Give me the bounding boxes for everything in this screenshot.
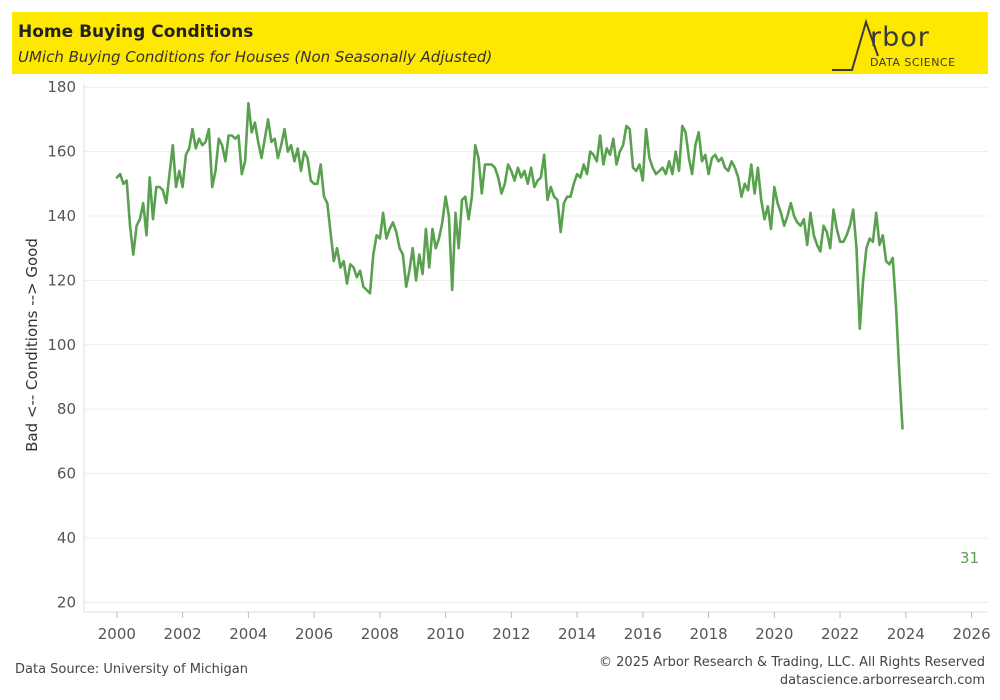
- x-tick-label: 2026: [952, 625, 990, 643]
- x-axis: 2000 2002 2004 2006 2008 2010 2012 2014 2016 2018…: [98, 612, 991, 643]
- x-tick-label: 2004: [229, 625, 267, 643]
- arbor-logo-icon: [832, 18, 879, 71]
- y-tick-label: 60: [57, 465, 76, 483]
- y-tick-label: 140: [47, 207, 76, 225]
- website-link[interactable]: datascience.arborresearch.com: [779, 673, 985, 688]
- footer-credits: © 2025 Arbor Research & Trading, LLC. Al…: [599, 654, 985, 690]
- y-tick-label: 20: [57, 593, 76, 611]
- chart-title: Home Buying Conditions: [18, 22, 254, 42]
- y-axis-label: Bad <-- Conditions --> Good: [23, 238, 41, 452]
- logo-subtext: DATA SCIENCE: [870, 56, 956, 69]
- x-tick-label: 2012: [492, 625, 530, 643]
- x-tick-label: 2000: [98, 625, 136, 643]
- arbor-logo: rbor DATA SCIENCE: [830, 18, 970, 72]
- last-value-label: 31: [960, 549, 979, 567]
- y-tick-label: 40: [57, 529, 76, 547]
- chart-subtitle: UMich Buying Conditions for Houses (Non …: [18, 48, 493, 66]
- chart-grid: [83, 84, 988, 613]
- y-tick-label: 180: [47, 78, 76, 96]
- x-tick-label: 2010: [427, 625, 465, 643]
- x-tick-label: 2016: [624, 625, 662, 643]
- logo-text: rbor: [870, 22, 930, 53]
- x-tick-label: 2024: [887, 625, 925, 643]
- x-tick-label: 2018: [689, 625, 727, 643]
- x-tick-label: 2020: [755, 625, 793, 643]
- y-axis: 20 40 60 80 100 120 140 160 180: [47, 78, 76, 611]
- y-tick-label: 160: [47, 143, 76, 161]
- x-tick-label: 2006: [295, 625, 333, 643]
- data-source: Data Source: University of Michigan: [15, 662, 248, 677]
- series-line-group: [115, 102, 904, 430]
- x-tick-label: 2008: [361, 625, 399, 643]
- y-tick-label: 100: [47, 336, 76, 354]
- x-tick-label: 2002: [164, 625, 202, 643]
- x-tick-label: 2022: [821, 625, 859, 643]
- x-tick-label: 2014: [558, 625, 596, 643]
- y-tick-label: 80: [57, 400, 76, 418]
- chart-header: Home Buying Conditions UMich Buying Cond…: [12, 12, 988, 74]
- copyright-text: © 2025 Arbor Research & Trading, LLC. Al…: [599, 655, 985, 670]
- series-line: [115, 102, 904, 430]
- y-tick-label: 120: [47, 271, 76, 289]
